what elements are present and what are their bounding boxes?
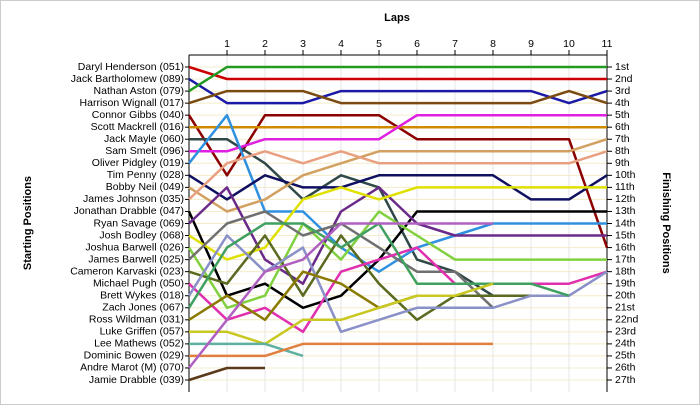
y2-tick-label: 23rd bbox=[615, 326, 636, 338]
driver-label: Nathan Aston (079) bbox=[94, 85, 184, 97]
y2-tick-label: 7th bbox=[615, 133, 630, 145]
x-tick-label: 8 bbox=[490, 38, 496, 50]
driver-label: Ross Wildman (031) bbox=[89, 314, 184, 326]
driver-line bbox=[188, 234, 531, 322]
driver-line bbox=[188, 77, 608, 105]
y2-tick-label: 5th bbox=[615, 109, 630, 121]
driver-label: Dominic Bowen (029) bbox=[84, 350, 184, 362]
driver-label: James Johnson (035) bbox=[83, 193, 184, 205]
y2-tick-label: 2nd bbox=[615, 73, 633, 85]
y2-tick-label: 16th bbox=[615, 241, 636, 253]
driver-label: Sam Smelt (096) bbox=[105, 145, 184, 157]
x-tick-label: 11 bbox=[602, 38, 613, 50]
driver-line bbox=[188, 366, 265, 382]
driver-label: Jonathan Drabble (047) bbox=[74, 205, 184, 217]
x-tick-label: 2 bbox=[262, 38, 268, 50]
y2-tick-label: 15th bbox=[615, 229, 636, 241]
driver-label: Harrison Wignall (017) bbox=[80, 97, 184, 109]
driver-label: James Barwell (025) bbox=[88, 253, 184, 265]
driver-line bbox=[188, 89, 608, 105]
driver-label: Oliver Pidgley (019) bbox=[92, 157, 184, 169]
driver-line bbox=[188, 65, 607, 81]
x-tick-label: 7 bbox=[452, 38, 458, 50]
driver-line bbox=[189, 113, 607, 153]
driver-line bbox=[188, 186, 607, 261]
driver-label: Luke Griffen (057) bbox=[100, 326, 184, 338]
driver-line bbox=[188, 222, 493, 369]
driver-line bbox=[188, 150, 608, 201]
y2-tick-label: 3rd bbox=[615, 85, 630, 97]
y2-tick-label: 9th bbox=[615, 157, 630, 169]
x-tick-label: 4 bbox=[338, 38, 344, 50]
x-tick-label: 3 bbox=[300, 38, 306, 50]
x-tick-label: 6 bbox=[414, 38, 420, 50]
driver-line bbox=[189, 282, 494, 346]
driver-label: Brett Wykes (018) bbox=[100, 290, 184, 302]
driver-line bbox=[189, 342, 493, 358]
driver-label: Michael Pugh (050) bbox=[93, 277, 184, 289]
lines bbox=[187, 65, 609, 382]
y2-tick-label: 12th bbox=[615, 193, 636, 205]
driver-label: Josh Bodley (068) bbox=[99, 229, 184, 241]
driver-label: Lee Mathews (052) bbox=[94, 338, 184, 350]
driver-label: Jack Mayle (060) bbox=[104, 133, 184, 145]
driver-label: Joshua Barwell (026) bbox=[85, 241, 184, 253]
driver-line bbox=[188, 138, 608, 213]
driver-label: Bobby Neil (049) bbox=[106, 181, 184, 193]
chart-title: Laps bbox=[384, 12, 410, 24]
x-tick-label: 1 bbox=[224, 38, 230, 50]
driver-line bbox=[188, 186, 607, 285]
driver-line bbox=[187, 210, 607, 310]
driver-label: Zach Jones (067) bbox=[102, 302, 184, 314]
y2-tick-label: 1st bbox=[615, 61, 629, 73]
y2-tick-label: 26th bbox=[615, 362, 636, 374]
y2-tick-label: 25th bbox=[615, 350, 636, 362]
driver-label: Connor Gibbs (040) bbox=[92, 109, 184, 121]
driver-label: Scott Mackrell (016) bbox=[91, 121, 184, 133]
y2-tick-label: 4th bbox=[615, 97, 630, 109]
driver-label: Andre Marot (M) (070) bbox=[80, 362, 184, 374]
y2-tick-label: 13th bbox=[615, 205, 636, 217]
labels: 1st2nd3rd4th5th6th7th8th9th10th11th12th1… bbox=[70, 38, 638, 386]
y2-tick-label: 14th bbox=[615, 217, 636, 229]
y2-tick-label: 22nd bbox=[615, 314, 639, 326]
y2-tick-label: 24th bbox=[615, 338, 636, 350]
y2-tick-label: 27th bbox=[615, 374, 636, 386]
y2-tick-label: 18th bbox=[615, 265, 636, 277]
driver-label: Ryan Savage (069) bbox=[94, 217, 184, 229]
x-tick-label: 10 bbox=[563, 38, 575, 50]
driver-label: Jamie Drabble (039) bbox=[89, 374, 184, 386]
y2-tick-label: 19th bbox=[615, 277, 636, 289]
driver-line bbox=[187, 234, 608, 334]
y2-tick-label: 10th bbox=[615, 169, 636, 181]
x-tick-label: 9 bbox=[528, 38, 534, 50]
y2-tick-label: 17th bbox=[615, 253, 636, 265]
y2-tick-label: 20th bbox=[615, 290, 636, 302]
driver-label: Jack Bartholomew (089) bbox=[71, 73, 184, 85]
driver-line bbox=[188, 174, 608, 201]
driver-label: Cameron Karvaski (023) bbox=[70, 265, 184, 277]
y-axis-label: Starting Positions bbox=[22, 176, 34, 270]
y2-axis-label: Finishing Positions bbox=[660, 172, 672, 273]
y2-tick-label: 8th bbox=[615, 145, 630, 157]
driver-label: Daryl Henderson (051) bbox=[78, 61, 184, 73]
x-tick-label: 5 bbox=[376, 38, 382, 50]
y2-tick-label: 21st bbox=[615, 302, 635, 314]
y2-tick-label: 11th bbox=[615, 181, 635, 193]
driver-line bbox=[188, 65, 607, 93]
y2-tick-label: 6th bbox=[615, 121, 630, 133]
driver-label: Tim Penny (028) bbox=[107, 169, 184, 181]
